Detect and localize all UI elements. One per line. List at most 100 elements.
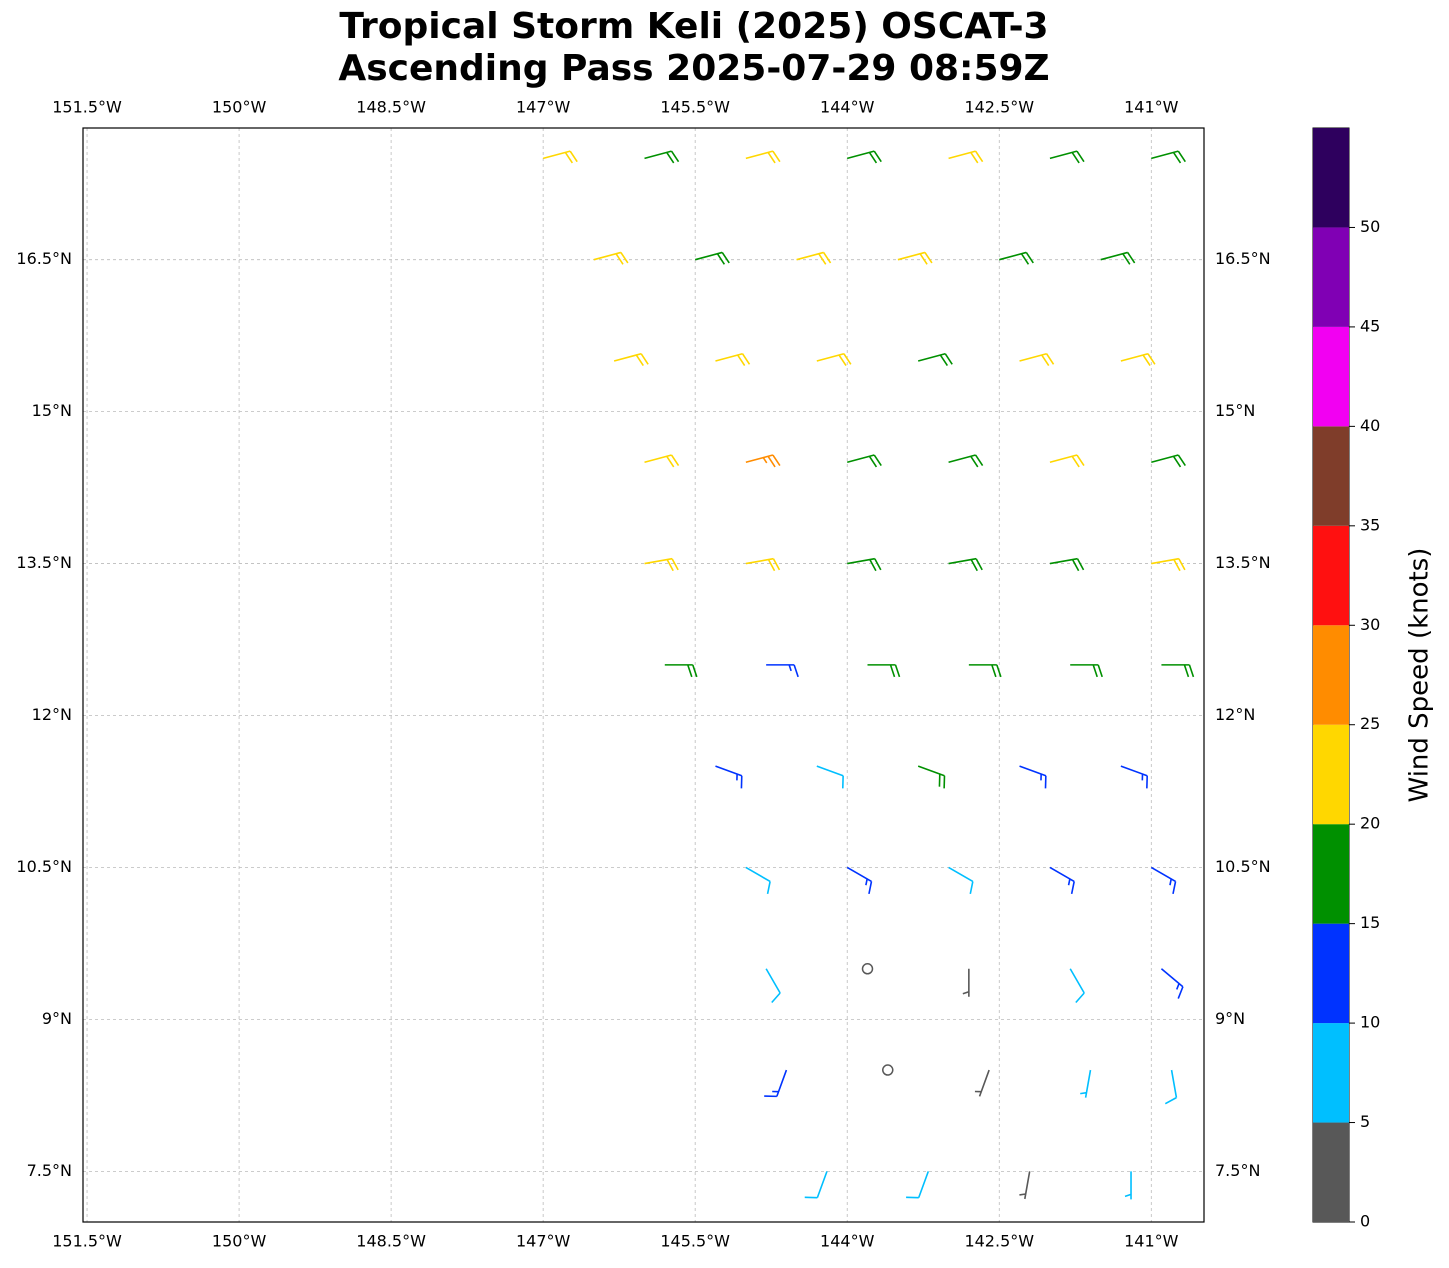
y-tick-label: 13.5°N	[1215, 553, 1271, 572]
wind-barb	[644, 454, 680, 468]
wind-barb	[1120, 352, 1156, 367]
colorbar-label: Wind Speed (knots)	[1405, 548, 1435, 803]
y-tick-label: 12°N	[1215, 705, 1255, 724]
wind-barb	[948, 454, 984, 468]
wind-barb	[847, 150, 882, 164]
colorbar-bin	[1313, 326, 1349, 427]
colorbar-tick-label: 15	[1360, 913, 1380, 932]
y-tick-label: 15°N	[1215, 401, 1255, 420]
y-tick-label: 16.5°N	[1215, 249, 1271, 268]
wind-barb	[694, 251, 730, 265]
colorbar-tick-label: 20	[1360, 814, 1380, 833]
wind-barb	[846, 866, 873, 895]
wind-barb	[765, 968, 781, 1004]
colorbar-bin	[1313, 128, 1349, 228]
wind-barb	[816, 352, 852, 367]
wind-barb	[948, 150, 984, 164]
colorbar-bin	[1313, 923, 1349, 1024]
wind-barb	[1100, 251, 1136, 265]
x-tick-label: 142.5°W	[964, 1232, 1034, 1251]
colorbar-bin	[1313, 1122, 1349, 1222]
wind-barb	[1069, 968, 1085, 1004]
calm-barb	[882, 1064, 894, 1076]
colorbar-bin	[1313, 525, 1349, 626]
y-tick-label: 16.5°N	[16, 249, 72, 268]
colorbar-tick-label: 10	[1360, 1013, 1380, 1032]
x-tick-label: 145.5°W	[660, 98, 730, 117]
colorbar-tick-label: 0	[1360, 1212, 1370, 1231]
wind-barb	[715, 765, 743, 789]
colorbar-tick-label: 5	[1360, 1112, 1370, 1131]
wind-barb	[906, 1171, 930, 1199]
wind-barb	[764, 1069, 788, 1098]
wind-barb	[968, 664, 1002, 678]
x-tick-label: 147°W	[516, 98, 571, 117]
colorbar-bin	[1313, 1023, 1349, 1123]
colorbar-bin	[1313, 724, 1349, 825]
wind-barb	[1151, 557, 1186, 572]
x-tick-label: 141°W	[1124, 98, 1179, 117]
wind-barb	[1164, 1069, 1178, 1105]
wind-barb	[962, 968, 970, 997]
wind-barb	[664, 664, 698, 678]
wind-barb	[1160, 968, 1184, 999]
x-tick-label: 151.5°W	[52, 98, 122, 117]
wind-barb	[766, 664, 799, 678]
colorbar-tick-label: 50	[1360, 217, 1380, 236]
wind-barb	[1151, 454, 1186, 468]
wind-barb	[1049, 454, 1085, 468]
wind-barb	[796, 251, 832, 265]
wind-barb	[974, 1069, 990, 1097]
wind-barb	[542, 150, 578, 164]
x-tick-label: 141°W	[1124, 1232, 1179, 1251]
wind-barb	[1070, 664, 1103, 678]
x-tick-label: 144°W	[820, 1232, 875, 1251]
wind-barb	[847, 557, 882, 572]
y-tick-label: 10.5°N	[16, 857, 72, 876]
y-tick-label: 13.5°N	[16, 553, 72, 572]
x-tick-label: 148.5°W	[356, 98, 426, 117]
colorbar-tick-label: 35	[1360, 515, 1380, 534]
colorbar-tick-label: 30	[1360, 615, 1380, 634]
wind-barb	[1019, 1171, 1031, 1200]
colorbar-tick-label: 25	[1360, 714, 1380, 733]
wind-barb	[1161, 664, 1195, 678]
wind-barb	[847, 454, 882, 468]
wind-barb	[593, 251, 629, 265]
wind-barb	[1019, 765, 1047, 789]
plot-frame	[82, 127, 1205, 1223]
wind-barb	[613, 352, 649, 367]
wind-barb	[948, 866, 974, 895]
wind-barb	[1124, 1171, 1132, 1200]
chart-title: Ascending Pass 2025-07-29 08:59Z	[338, 48, 1049, 89]
y-tick-label: 10.5°N	[1215, 857, 1271, 876]
y-tick-label: 9°N	[1215, 1009, 1245, 1028]
x-tick-label: 147°W	[516, 1232, 571, 1251]
x-tick-label: 150°W	[212, 1232, 267, 1251]
y-tick-label: 7.5°N	[1215, 1161, 1260, 1180]
colorbar-bin	[1313, 625, 1349, 725]
wind-barb	[816, 765, 844, 789]
wind-barb	[1049, 557, 1085, 572]
x-tick-label: 142.5°W	[964, 98, 1034, 117]
wind-barb	[948, 557, 983, 572]
calm-barb	[861, 963, 874, 975]
x-tick-label: 145.5°W	[660, 1232, 730, 1251]
wind-barb	[897, 251, 933, 265]
colorbar-bin	[1313, 426, 1349, 526]
y-tick-label: 7.5°N	[27, 1161, 72, 1180]
wind-barb	[867, 664, 901, 678]
y-tick-label: 9°N	[42, 1009, 72, 1028]
wind-barb	[1049, 150, 1085, 164]
wind-barb	[745, 866, 771, 895]
y-tick-label: 12°N	[32, 705, 72, 724]
wind-barb	[745, 454, 781, 468]
x-tick-label: 151.5°W	[52, 1232, 122, 1251]
wind-barb	[644, 150, 680, 164]
wind-barb	[1120, 765, 1148, 789]
wind-barb	[1080, 1069, 1092, 1098]
wind-barb	[999, 251, 1034, 265]
wind-barb	[644, 557, 679, 572]
colorbar-tick-label: 45	[1360, 316, 1380, 335]
